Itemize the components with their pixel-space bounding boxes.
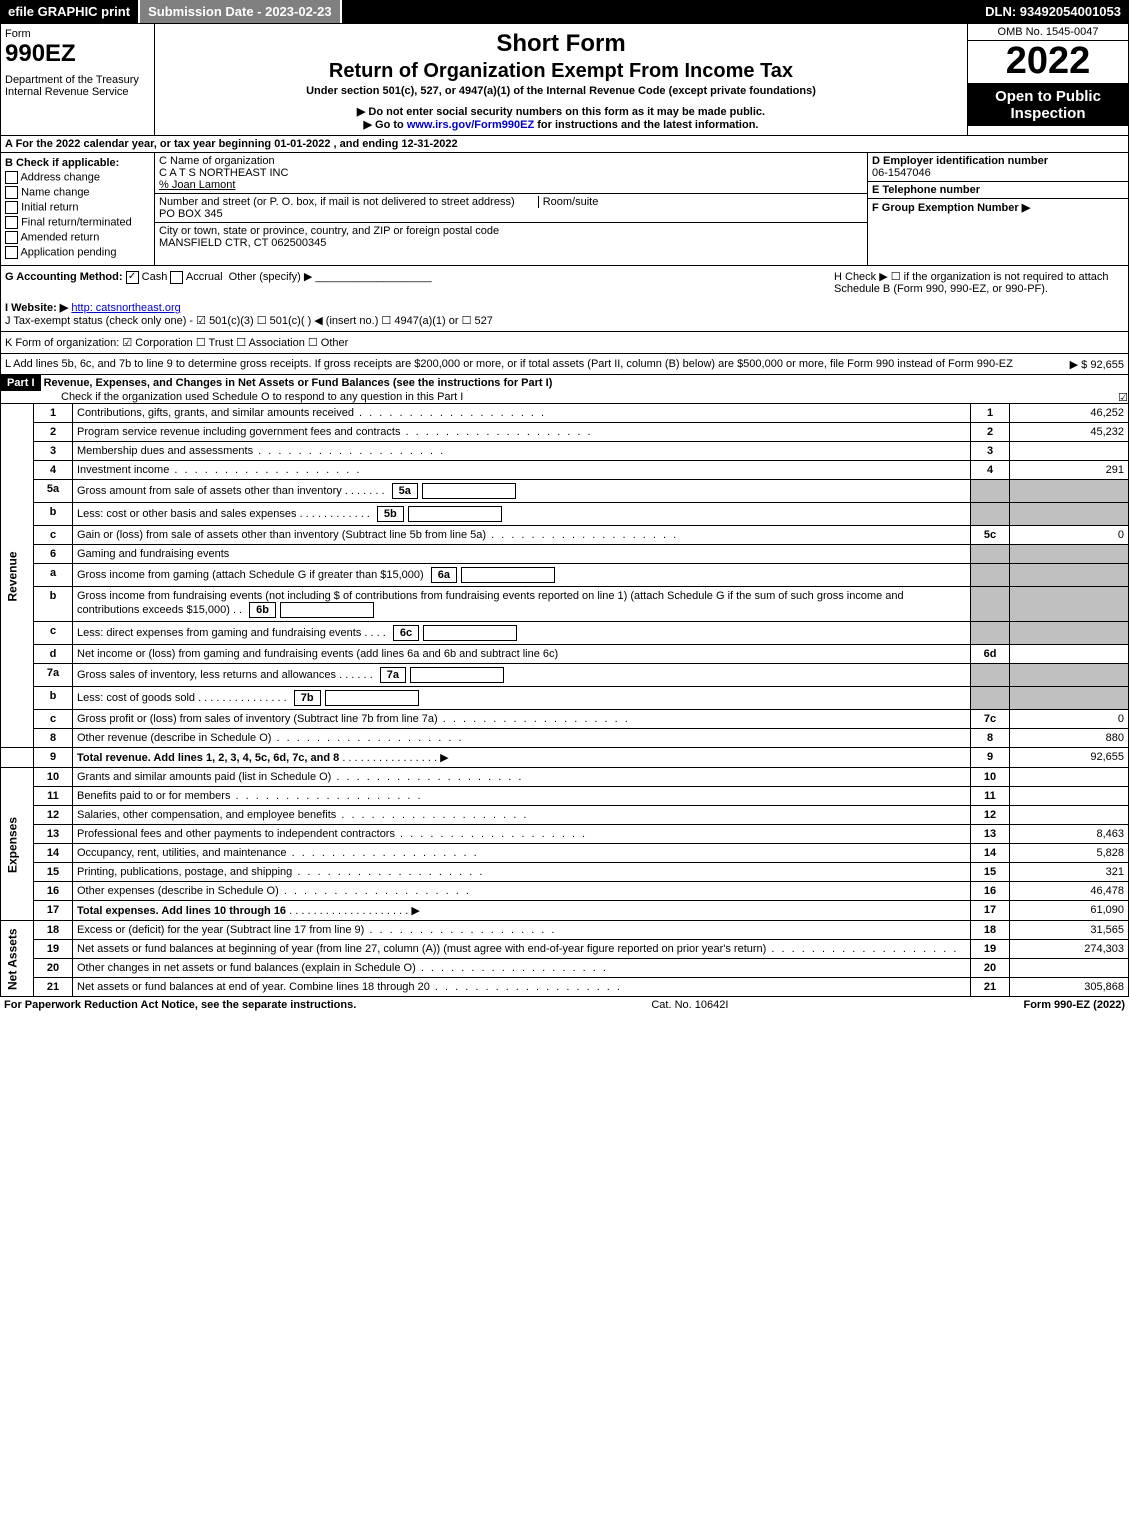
part-i-label: Part I (1, 375, 41, 391)
l-amount: ▶ $ 92,655 (1070, 358, 1124, 371)
line-9: Total revenue. Add lines 1, 2, 3, 4, 5c,… (73, 748, 971, 768)
revenue-label: Revenue (1, 404, 34, 748)
irs-link[interactable]: www.irs.gov/Form990EZ (407, 119, 534, 131)
city: MANSFIELD CTR, CT 062500345 (159, 237, 863, 249)
check-name[interactable]: Name change (5, 186, 150, 199)
d-label: D Employer identification number (872, 155, 1124, 167)
top-bar: efile GRAPHIC print Submission Date - 20… (0, 0, 1129, 23)
b-label: B Check if applicable: (5, 157, 150, 169)
line-8: Other revenue (describe in Schedule O) (73, 729, 971, 748)
line-6b: Gross income from fundraising events (no… (73, 587, 971, 622)
footer-right: Form 990-EZ (2022) (1023, 999, 1125, 1011)
line-5b: Less: cost or other basis and sales expe… (73, 503, 971, 526)
e-label: E Telephone number (872, 184, 1124, 196)
line-3: Membership dues and assessments (73, 442, 971, 461)
efile-label[interactable]: efile GRAPHIC print (0, 0, 140, 23)
website-link[interactable]: http: catsnortheast.org (71, 302, 180, 314)
line-2: Program service revenue including govern… (73, 423, 971, 442)
part-i-check-text: Check if the organization used Schedule … (1, 391, 463, 403)
line-1-val: 46,252 (1010, 404, 1129, 423)
main-title: Return of Organization Exempt From Incom… (159, 60, 963, 83)
cash-check[interactable]: ✓ (126, 271, 139, 284)
check-initial[interactable]: Initial return (5, 201, 150, 214)
section-g-h: G Accounting Method: ✓ Cash Accrual Othe… (0, 266, 1129, 332)
street-label: Number and street (or P. O. box, if mail… (159, 196, 515, 208)
line-4: Investment income (73, 461, 971, 480)
line-6c: Less: direct expenses from gaming and fu… (73, 622, 971, 645)
line-5a: Gross amount from sale of assets other t… (73, 480, 971, 503)
line-18: Excess or (deficit) for the year (Subtra… (73, 921, 971, 940)
care-of: % Joan Lamont (159, 179, 863, 191)
org-name: C A T S NORTHEAST INC (159, 167, 863, 179)
line-11: Benefits paid to or for members (73, 787, 971, 806)
column-def: D Employer identification number 06-1547… (867, 153, 1128, 265)
tax-year: 2022 (968, 41, 1128, 84)
line-10: Grants and similar amounts paid (list in… (73, 768, 971, 787)
line-21: Net assets or fund balances at end of ye… (73, 978, 971, 997)
line-6d: Net income or (loss) from gaming and fun… (73, 645, 971, 664)
line-12: Salaries, other compensation, and employ… (73, 806, 971, 825)
line-14: Occupancy, rent, utilities, and maintena… (73, 844, 971, 863)
submission-date: Submission Date - 2023-02-23 (140, 0, 342, 23)
check-final[interactable]: Final return/terminated (5, 216, 150, 229)
city-label: City or town, state or province, country… (159, 225, 863, 237)
part-i-table: Revenue 1Contributions, gifts, grants, a… (0, 404, 1129, 997)
c-name-label: C Name of organization (159, 155, 863, 167)
line-13: Professional fees and other payments to … (73, 825, 971, 844)
footer-left: For Paperwork Reduction Act Notice, see … (4, 999, 356, 1011)
check-amended[interactable]: Amended return (5, 231, 150, 244)
room-label: Room/suite (538, 196, 599, 208)
check-pending[interactable]: Application pending (5, 246, 150, 259)
netassets-label: Net Assets (1, 921, 34, 997)
line-7b: Less: cost of goods sold . . . . . . . .… (73, 687, 971, 710)
line-15: Printing, publications, postage, and shi… (73, 863, 971, 882)
j-text: J Tax-exempt status (check only one) - ☑… (5, 314, 1124, 327)
h-text: H Check ▶ ☐ if the organization is not r… (834, 270, 1124, 295)
l-row: L Add lines 5b, 6c, and 7b to line 9 to … (0, 354, 1129, 375)
check-address[interactable]: Address change (5, 171, 150, 184)
line-7c: Gross profit or (loss) from sales of inv… (73, 710, 971, 729)
street: PO BOX 345 (159, 208, 863, 220)
dept-label: Department of the Treasury Internal Reve… (5, 74, 150, 98)
short-form-title: Short Form (159, 30, 963, 58)
ein: 06-1547046 (872, 167, 1124, 179)
g-label: G Accounting Method: (5, 271, 123, 283)
line-7a: Gross sales of inventory, less returns a… (73, 664, 971, 687)
expenses-label: Expenses (1, 768, 34, 921)
dln: DLN: 93492054001053 (977, 0, 1129, 23)
form-word: Form (5, 28, 150, 40)
f-label: F Group Exemption Number ▶ (872, 202, 1030, 214)
line-16: Other expenses (describe in Schedule O) (73, 882, 971, 901)
footer-center: Cat. No. 10642I (651, 999, 728, 1011)
k-row: K Form of organization: ☑ Corporation ☐ … (0, 332, 1129, 354)
form-header: Form 990EZ Department of the Treasury In… (0, 23, 1129, 136)
ssn-warning: ▶ Do not enter social security numbers o… (159, 105, 963, 118)
page-footer: For Paperwork Reduction Act Notice, see … (0, 997, 1129, 1013)
line-a: A For the 2022 calendar year, or tax yea… (0, 136, 1129, 153)
line-6a: Gross income from gaming (attach Schedul… (73, 564, 971, 587)
section-b-c-d: B Check if applicable: Address change Na… (0, 153, 1129, 266)
accrual-check[interactable] (170, 271, 183, 284)
subtitle: Under section 501(c), 527, or 4947(a)(1)… (159, 85, 963, 97)
omb-number: OMB No. 1545-0047 (968, 24, 1128, 41)
part-i-header: Part I Revenue, Expenses, and Changes in… (0, 375, 1129, 404)
open-inspection: Open to Public Inspection (968, 84, 1128, 126)
goto-link[interactable]: ▶ Go to www.irs.gov/Form990EZ for instru… (159, 118, 963, 131)
line-1: Contributions, gifts, grants, and simila… (73, 404, 971, 423)
part-i-title: Revenue, Expenses, and Changes in Net As… (44, 377, 553, 389)
part-i-checkbox[interactable]: ☑ (1118, 391, 1128, 404)
column-c: C Name of organization C A T S NORTHEAST… (155, 153, 867, 265)
line-5c: Gain or (loss) from sale of assets other… (73, 526, 971, 545)
line-19: Net assets or fund balances at beginning… (73, 940, 971, 959)
form-number: 990EZ (5, 40, 150, 68)
column-b: B Check if applicable: Address change Na… (1, 153, 155, 265)
line-6: Gaming and fundraising events (73, 545, 971, 564)
line-17: Total expenses. Add lines 10 through 16 … (73, 901, 971, 921)
line-20: Other changes in net assets or fund bala… (73, 959, 971, 978)
i-label: I Website: ▶ (5, 302, 68, 314)
